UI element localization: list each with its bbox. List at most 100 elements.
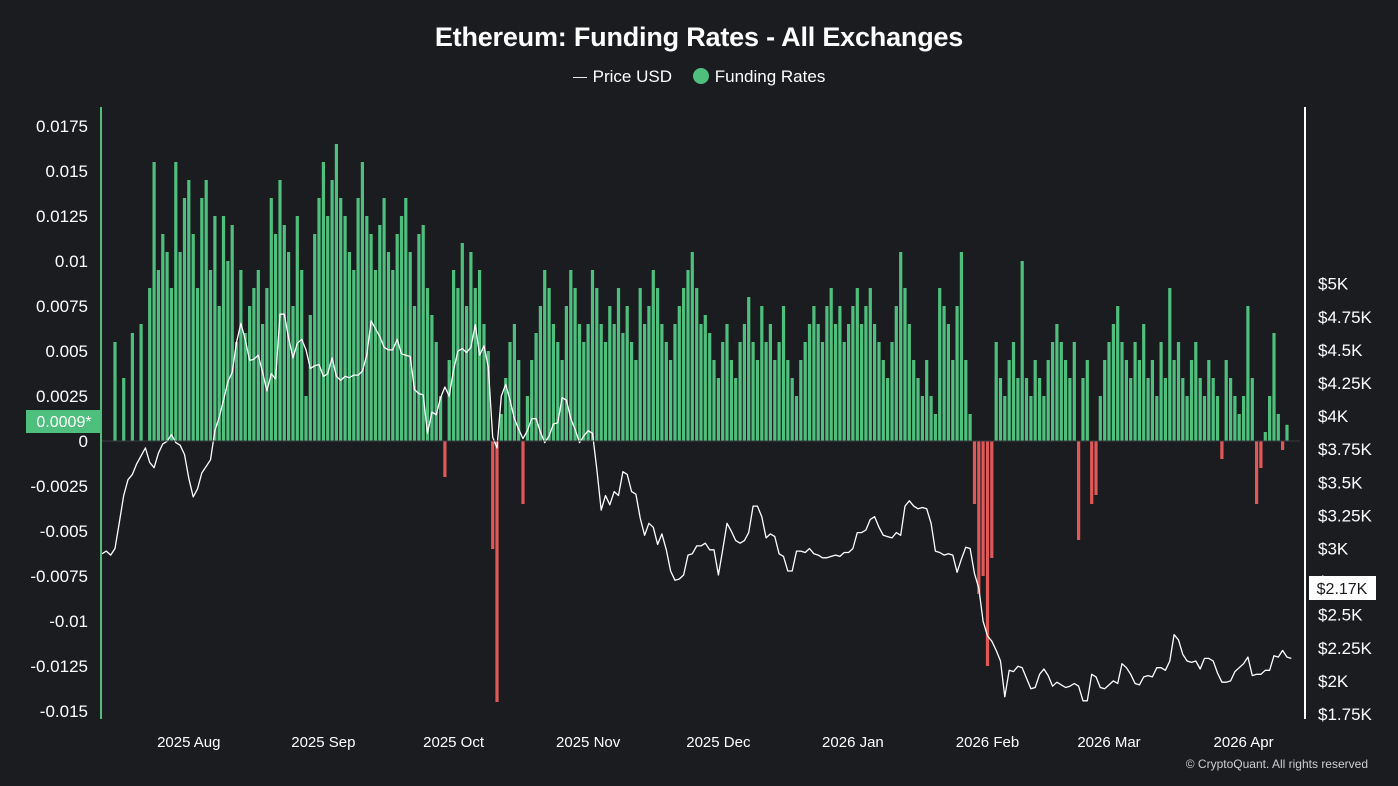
funding-bar bbox=[894, 306, 898, 441]
funding-bar bbox=[855, 288, 859, 441]
funding-bar bbox=[998, 378, 1003, 441]
right-tick-label: $2.25K bbox=[1318, 639, 1373, 658]
funding-bar bbox=[443, 441, 447, 477]
funding-bar bbox=[421, 225, 425, 441]
funding-bar bbox=[825, 306, 829, 441]
funding-bar bbox=[721, 342, 725, 441]
funding-bar bbox=[226, 261, 230, 441]
funding-bar bbox=[1038, 378, 1042, 441]
funding-bar bbox=[834, 324, 838, 441]
funding-bar bbox=[352, 270, 356, 441]
funding-bar bbox=[1224, 360, 1228, 441]
funding-bar bbox=[360, 162, 364, 441]
funding-bar bbox=[317, 198, 321, 441]
funding-bar bbox=[686, 270, 690, 441]
legend-price-label: Price USD bbox=[592, 66, 673, 86]
left-tick-label: 0.0025 bbox=[36, 387, 88, 406]
funding-bar bbox=[1072, 342, 1076, 441]
right-tick-label: $1.75K bbox=[1318, 705, 1373, 724]
x-tick-label: 2026 Apr bbox=[1214, 734, 1274, 751]
x-tick-label: 2026 Feb bbox=[956, 734, 1019, 751]
funding-bar bbox=[1255, 441, 1259, 504]
funding-bar bbox=[504, 378, 508, 441]
funding-bar bbox=[1137, 360, 1141, 441]
funding-bar bbox=[1211, 378, 1215, 441]
funding-bar bbox=[959, 252, 963, 441]
funding-bar bbox=[803, 342, 807, 441]
left-tick-label: 0.01 bbox=[55, 252, 88, 271]
funding-bar bbox=[417, 234, 421, 441]
funding-bar bbox=[968, 414, 972, 441]
funding-bar bbox=[695, 288, 699, 441]
funding-bar bbox=[252, 288, 256, 441]
funding-bar bbox=[946, 324, 950, 441]
funding-bar bbox=[321, 162, 325, 441]
left-tick-label: -0.005 bbox=[40, 522, 88, 541]
funding-bar bbox=[651, 270, 655, 441]
funding-bar bbox=[747, 297, 751, 441]
funding-bar bbox=[1111, 324, 1115, 441]
funding-bar bbox=[929, 396, 933, 441]
funding-bar bbox=[608, 306, 612, 441]
funding-bar bbox=[452, 270, 456, 441]
funding-bar bbox=[1020, 261, 1024, 441]
funding-bar bbox=[156, 270, 160, 441]
funding-bar bbox=[812, 306, 816, 441]
funding-bar bbox=[1124, 360, 1128, 441]
copyright-credit: © CryptoQuant. All rights reserved bbox=[1185, 757, 1368, 771]
left-tick-label: 0.0125 bbox=[36, 207, 88, 226]
funding-bar bbox=[343, 216, 347, 441]
funding-bar bbox=[977, 441, 981, 594]
funding-bar bbox=[391, 270, 395, 441]
left-tick-label: 0.015 bbox=[45, 162, 88, 181]
funding-bar bbox=[174, 162, 178, 441]
funding-bar bbox=[1207, 360, 1211, 441]
funding-bar bbox=[287, 252, 291, 441]
legend-item-price[interactable]: Price USD bbox=[572, 66, 673, 87]
funding-bar bbox=[235, 342, 239, 441]
funding-bar bbox=[907, 324, 911, 441]
funding-bar bbox=[1250, 378, 1254, 441]
funding-bar bbox=[195, 288, 200, 441]
legend: Price USD Funding Rates bbox=[0, 66, 1398, 87]
funding-bar bbox=[933, 414, 937, 441]
funding-bar bbox=[395, 234, 399, 441]
funding-bar bbox=[699, 324, 703, 441]
funding-bar bbox=[981, 441, 985, 576]
funding-bar bbox=[994, 342, 998, 441]
funding-bar bbox=[347, 252, 351, 441]
funding-bar bbox=[786, 360, 790, 441]
funding-bar bbox=[1215, 396, 1220, 441]
funding-bar bbox=[1150, 360, 1154, 441]
funding-bar bbox=[1129, 378, 1133, 441]
funding-bar bbox=[378, 225, 382, 441]
funding-bar bbox=[842, 342, 846, 441]
funding-bar bbox=[807, 324, 812, 441]
funding-bar bbox=[951, 360, 955, 441]
funding-bar bbox=[1016, 378, 1020, 441]
funding-bar bbox=[847, 324, 851, 441]
funding-bar bbox=[873, 324, 877, 441]
funding-bar bbox=[200, 198, 204, 441]
funding-bar bbox=[1168, 288, 1172, 441]
funding-bar bbox=[738, 342, 742, 441]
funding-bar bbox=[530, 360, 534, 441]
x-tick-label: 2025 Sep bbox=[291, 734, 355, 751]
funding-bar bbox=[1107, 342, 1111, 441]
funding-bar bbox=[221, 216, 226, 441]
funding-bar bbox=[621, 333, 625, 441]
funding-bar bbox=[925, 360, 929, 441]
funding-bar bbox=[1064, 360, 1068, 441]
funding-bar bbox=[1011, 342, 1016, 441]
funding-bar bbox=[412, 306, 417, 441]
funding-bar bbox=[300, 270, 304, 441]
funding-bar bbox=[460, 243, 464, 441]
funding-bar bbox=[1046, 360, 1050, 441]
legend-item-funding[interactable]: Funding Rates bbox=[692, 67, 825, 87]
funding-bar bbox=[1077, 441, 1081, 540]
funding-bar bbox=[1051, 342, 1055, 441]
funding-bar bbox=[1085, 360, 1089, 441]
funding-bar bbox=[1098, 396, 1102, 441]
funding-bar bbox=[551, 324, 555, 441]
